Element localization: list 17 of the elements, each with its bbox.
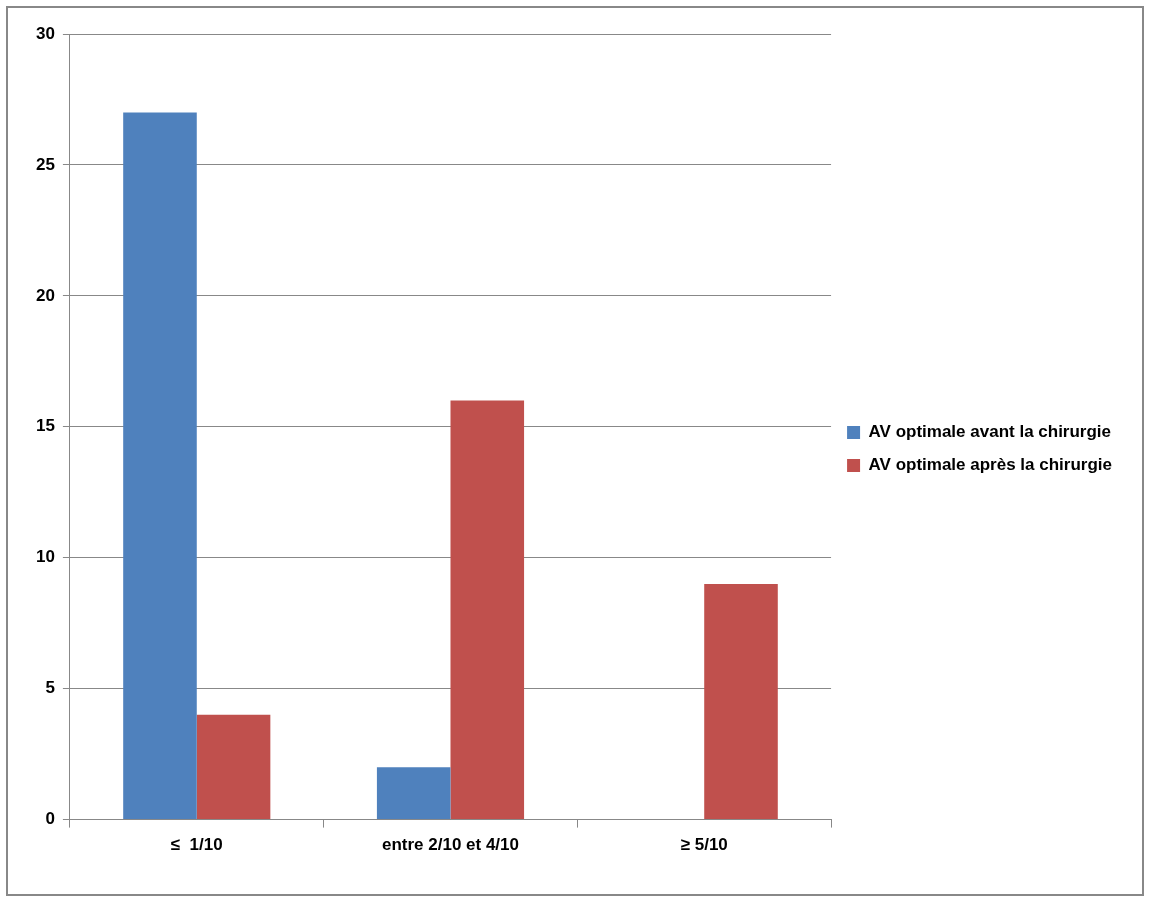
y-tick-label: 5 [45,678,55,698]
x-tick-label: ≥ 5/10 [680,835,728,855]
y-tick-label: 0 [45,809,55,829]
bar [450,400,525,820]
y-tick-label: 10 [35,547,55,567]
y-tick-label: 25 [35,154,55,174]
bar [376,767,451,820]
bar [704,583,778,820]
y-tick-label: 15 [35,416,55,436]
legend-label: AV optimale après la chirurgie [868,455,1113,475]
bar [196,714,271,820]
x-tick-label: entre 2/10 et 4/10 [381,835,520,855]
legend-label: AV optimale avant la chirurgie [868,422,1112,442]
x-tick-label: ≤ 1/10 [170,835,223,855]
y-tick-label: 30 [35,23,55,43]
y-tick-label: 20 [35,285,55,305]
bar [123,112,197,820]
